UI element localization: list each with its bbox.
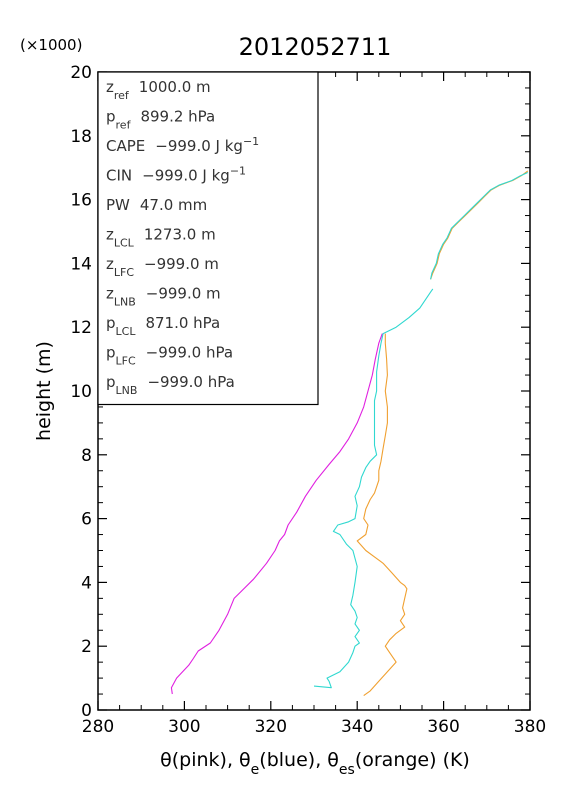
y-tick-label: 14 xyxy=(70,254,92,274)
info-row: PW 47.0 mm xyxy=(106,196,207,214)
series-group xyxy=(170,170,529,697)
info-symbol: PW xyxy=(106,196,130,214)
y-tick-label: 18 xyxy=(70,127,92,147)
y-tick-label: 8 xyxy=(81,446,92,466)
x-tick-label: 320 xyxy=(255,717,287,737)
info-value: 1273.0 m xyxy=(144,226,216,244)
y-tick-label: 12 xyxy=(70,318,92,338)
y-axis-label: height (m) xyxy=(33,341,55,441)
info-subscript: LFC xyxy=(116,354,136,367)
x-axis-label: θ(pink), θe(blue), θes(orange) (K) xyxy=(160,749,470,778)
info-value: −999.0 hPa xyxy=(147,373,234,391)
info-row: CIN −999.0 J kg−1 xyxy=(106,164,246,185)
info-symbol: z xyxy=(106,78,114,96)
info-subscript: LCL xyxy=(114,236,135,249)
info-subscript: ref xyxy=(114,89,130,102)
info-row: pLNB −999.0 hPa xyxy=(106,373,235,397)
info-symbol: z xyxy=(106,226,114,244)
x-tick-label: 280 xyxy=(82,717,114,737)
info-value: −999.0 J kg xyxy=(155,137,243,155)
info-row: zLCL 1273.0 m xyxy=(106,226,216,250)
series-line-0 xyxy=(170,333,383,695)
series-line-1 xyxy=(313,288,434,689)
info-row: zref 1000.0 m xyxy=(106,78,211,102)
info-row: pref 899.2 hPa xyxy=(106,108,215,132)
info-row: pLCL 871.0 hPa xyxy=(106,314,220,338)
info-subscript: LNB xyxy=(114,295,136,308)
info-subscript: LCL xyxy=(116,325,137,338)
info-value: 899.2 hPa xyxy=(140,108,215,126)
info-box-frame xyxy=(97,71,319,406)
info-symbol: CIN xyxy=(106,167,132,185)
info-value: −999.0 m xyxy=(146,285,221,303)
y-tick-label: 2 xyxy=(81,637,92,657)
x-tick-label: 340 xyxy=(341,717,373,737)
info-symbol: p xyxy=(106,108,116,126)
info-symbol: p xyxy=(106,314,116,332)
info-value: −999.0 J kg xyxy=(142,167,230,185)
info-row: zLNB −999.0 m xyxy=(106,285,221,309)
info-value: 47.0 mm xyxy=(140,196,207,214)
chart-title: 2012052711 xyxy=(239,33,392,61)
y-tick-label: 16 xyxy=(70,191,92,211)
info-value: −999.0 m xyxy=(144,255,219,273)
info-symbol: z xyxy=(106,285,114,303)
x-tick-label: 360 xyxy=(427,717,459,737)
info-symbol: CAPE xyxy=(106,137,145,155)
y-tick-label: 20 xyxy=(70,63,92,83)
x-tick-label: 380 xyxy=(514,717,546,737)
info-row: zLFC −999.0 m xyxy=(106,255,219,279)
ticks-group: 280 300 320 340 360 380 0 2 4 6 8 10 12 14 16 18 20 xyxy=(70,63,546,737)
info-symbol: z xyxy=(106,255,114,273)
info-value: 1000.0 m xyxy=(139,78,211,96)
series-line-4 xyxy=(430,171,529,280)
y-tick-label: 4 xyxy=(81,573,92,593)
series-line-2 xyxy=(356,333,408,697)
info-value: −999.0 hPa xyxy=(146,344,233,362)
x-tick-label: 300 xyxy=(168,717,200,737)
info-symbol: p xyxy=(106,373,116,391)
y-tick-label: 6 xyxy=(81,510,92,530)
info-subscript: LFC xyxy=(114,266,134,279)
y-tick-label: 0 xyxy=(81,701,92,721)
info-row: pLFC −999.0 hPa xyxy=(106,344,233,368)
info-subscript: ref xyxy=(116,118,132,131)
info-symbol: p xyxy=(106,344,116,362)
info-value: 871.0 hPa xyxy=(145,314,220,332)
y-tick-label: 10 xyxy=(70,382,92,402)
info-subscript: LNB xyxy=(116,384,138,397)
info-superscript: −1 xyxy=(230,164,246,177)
series-line-3 xyxy=(430,170,529,280)
info-row: CAPE −999.0 J kg−1 xyxy=(106,135,259,156)
y-multiplier-label: (×1000) xyxy=(20,36,82,54)
info-superscript: −1 xyxy=(243,135,259,148)
